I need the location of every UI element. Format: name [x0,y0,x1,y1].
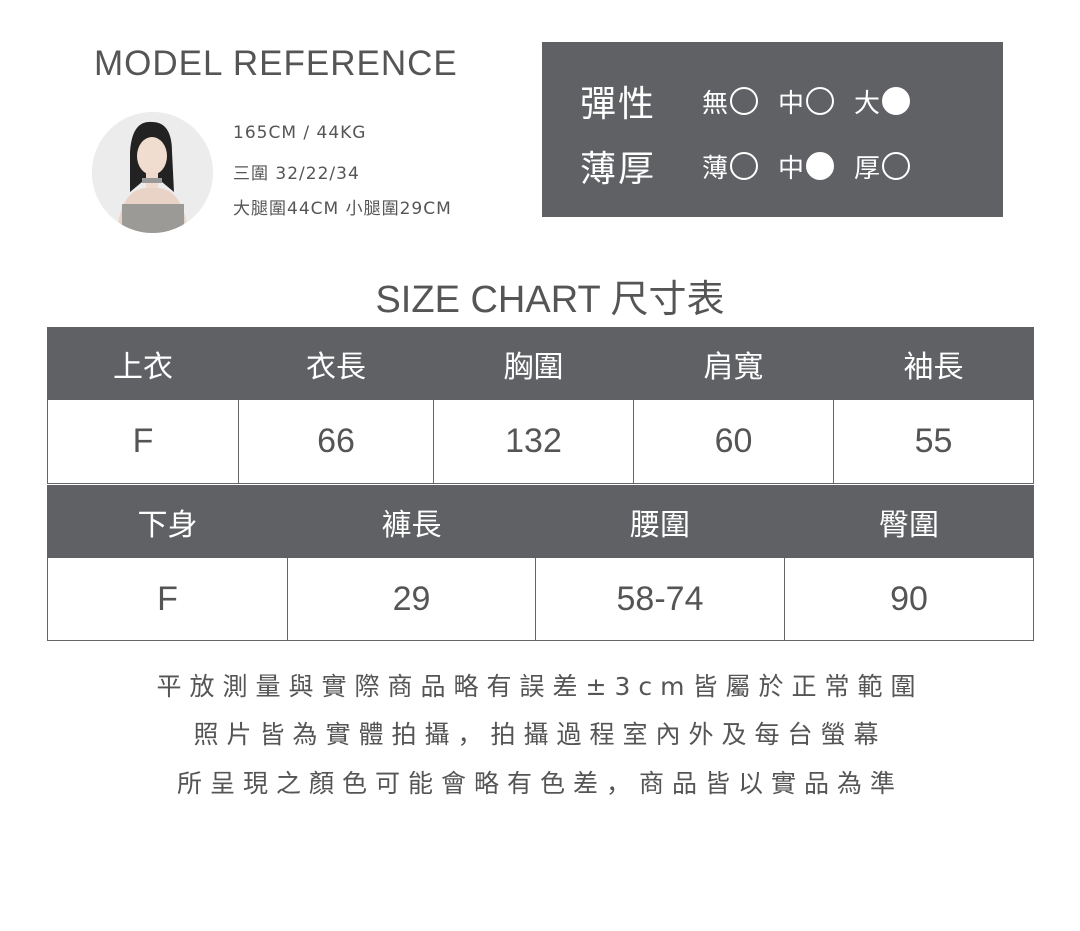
cell: 58-74 [535,557,785,641]
cell: F [47,399,239,484]
header-cell: 腰圍 [535,485,785,558]
elasticity-label: 彈性 [580,84,657,125]
cell: F [47,557,288,641]
note-line: 所呈現之顏色可能會略有色差，商品皆以實品為準 [176,769,903,798]
model-reference-title: MODEL REFERENCE [94,44,458,83]
top-size-table: 上衣 衣長 胸圍 肩寬 袖長 F 66 132 60 55 [47,327,1034,484]
header-cell: 褲長 [287,485,536,558]
header-cell: 袖長 [833,327,1034,400]
elasticity-row: 彈性 無 中 大 [580,75,930,127]
option-label: 中 [778,88,805,119]
fabric-properties-panel: 彈性 無 中 大 薄厚 薄 中 厚 [542,42,1003,217]
empty-circle-icon [730,87,759,115]
option-label: 薄 [702,153,729,184]
cell: 132 [433,399,634,484]
table-row: F 66 132 60 55 [47,399,1034,484]
option-label: 厚 [854,153,881,184]
header-cell: 胸圍 [433,327,634,400]
cell: 55 [833,399,1034,484]
table-header-row: 上衣 衣長 胸圍 肩寬 袖長 [47,327,1034,400]
model-measurements: 三圍 32/22/34 [233,164,360,184]
option-label: 大 [854,88,881,119]
option-label: 無 [702,88,729,119]
model-thigh-calf: 大腿圍44CM 小腿圍29CM [233,199,452,219]
cell: 29 [287,557,536,641]
model-height-weight: 165CM / 44KG [233,123,367,143]
empty-circle-icon [730,152,759,180]
filled-circle-icon [806,152,835,180]
thickness-row: 薄厚 薄 中 厚 [580,140,930,192]
header-cell: 衣長 [238,327,434,400]
cell: 60 [633,399,834,484]
empty-circle-icon [806,87,835,115]
thickness-label: 薄厚 [580,149,657,190]
header-cell: 臀圍 [784,485,1034,558]
filled-circle-icon [882,87,911,115]
cell: 90 [784,557,1034,641]
header-cell: 上衣 [47,327,239,400]
option-label: 中 [778,153,805,184]
header-cell: 肩寬 [633,327,834,400]
empty-circle-icon [882,152,911,180]
note-line: 平放測量與實際商品略有誤差±3cm皆屬於正常範圍 [156,672,924,701]
model-photo [92,112,213,233]
cell: 66 [238,399,434,484]
table-row: F 29 58-74 90 [47,557,1034,641]
size-chart-title: SIZE CHART 尺寸表 [375,279,725,321]
table-header-row: 下身 褲長 腰圍 臀圍 [47,485,1034,558]
bottom-size-table: 下身 褲長 腰圍 臀圍 F 29 58-74 90 [47,485,1034,641]
note-line: 照片皆為實體拍攝，拍攝過程室內外及每台螢幕 [193,720,887,749]
header-cell: 下身 [47,485,288,558]
